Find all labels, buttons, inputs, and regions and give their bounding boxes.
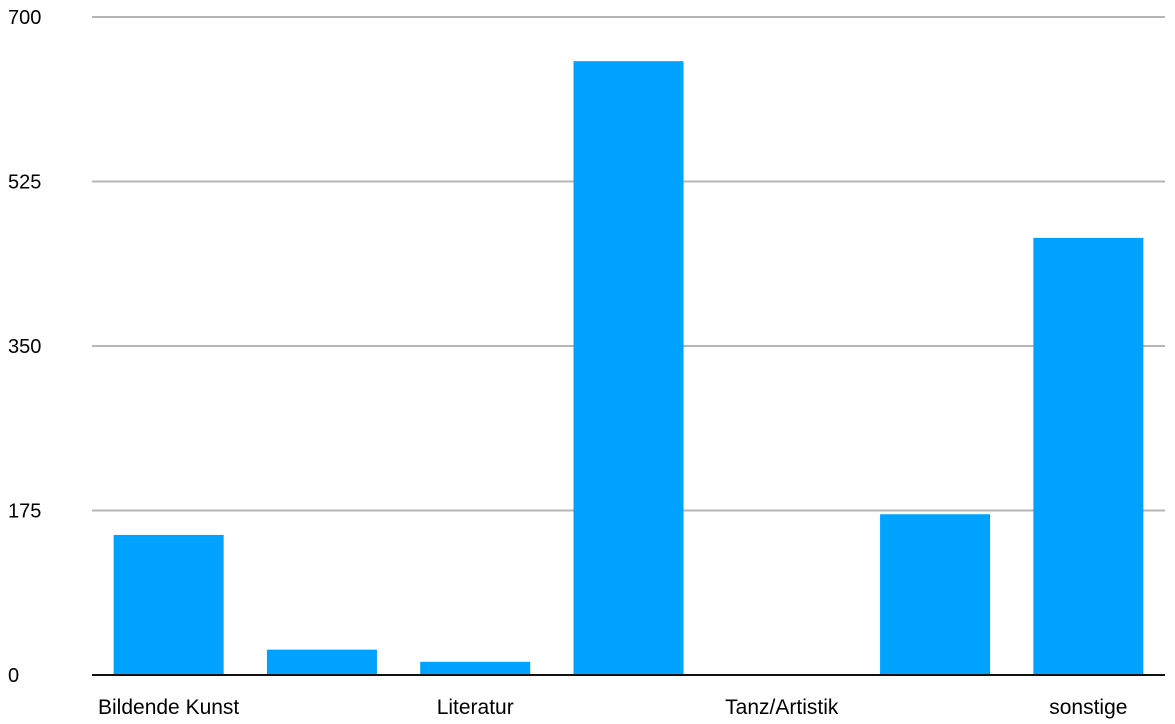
y-tick-label: 175	[8, 501, 41, 523]
y-tick-label: 700	[8, 7, 41, 29]
y-tick-label: 525	[8, 172, 41, 194]
bar	[1033, 237, 1144, 675]
bar	[573, 61, 684, 676]
x-tick-label: Bildende Kunst	[98, 696, 239, 719]
y-axis-ticks: 0 175 350 525 700	[8, 7, 41, 687]
x-tick-label: sonstige	[1049, 696, 1127, 719]
y-tick-label: 0	[8, 665, 19, 687]
x-tick-label: Tanz/Artistik	[725, 696, 839, 719]
bar	[880, 514, 991, 675]
bars	[113, 61, 1144, 676]
x-axis-labels: Bildende Kunst Literatur Tanz/Artistik sons…	[98, 696, 1127, 719]
bar	[113, 534, 224, 675]
bar	[420, 661, 531, 675]
bar	[266, 649, 377, 675]
x-tick-label: Literatur	[437, 696, 514, 719]
y-tick-label: 350	[8, 336, 41, 358]
